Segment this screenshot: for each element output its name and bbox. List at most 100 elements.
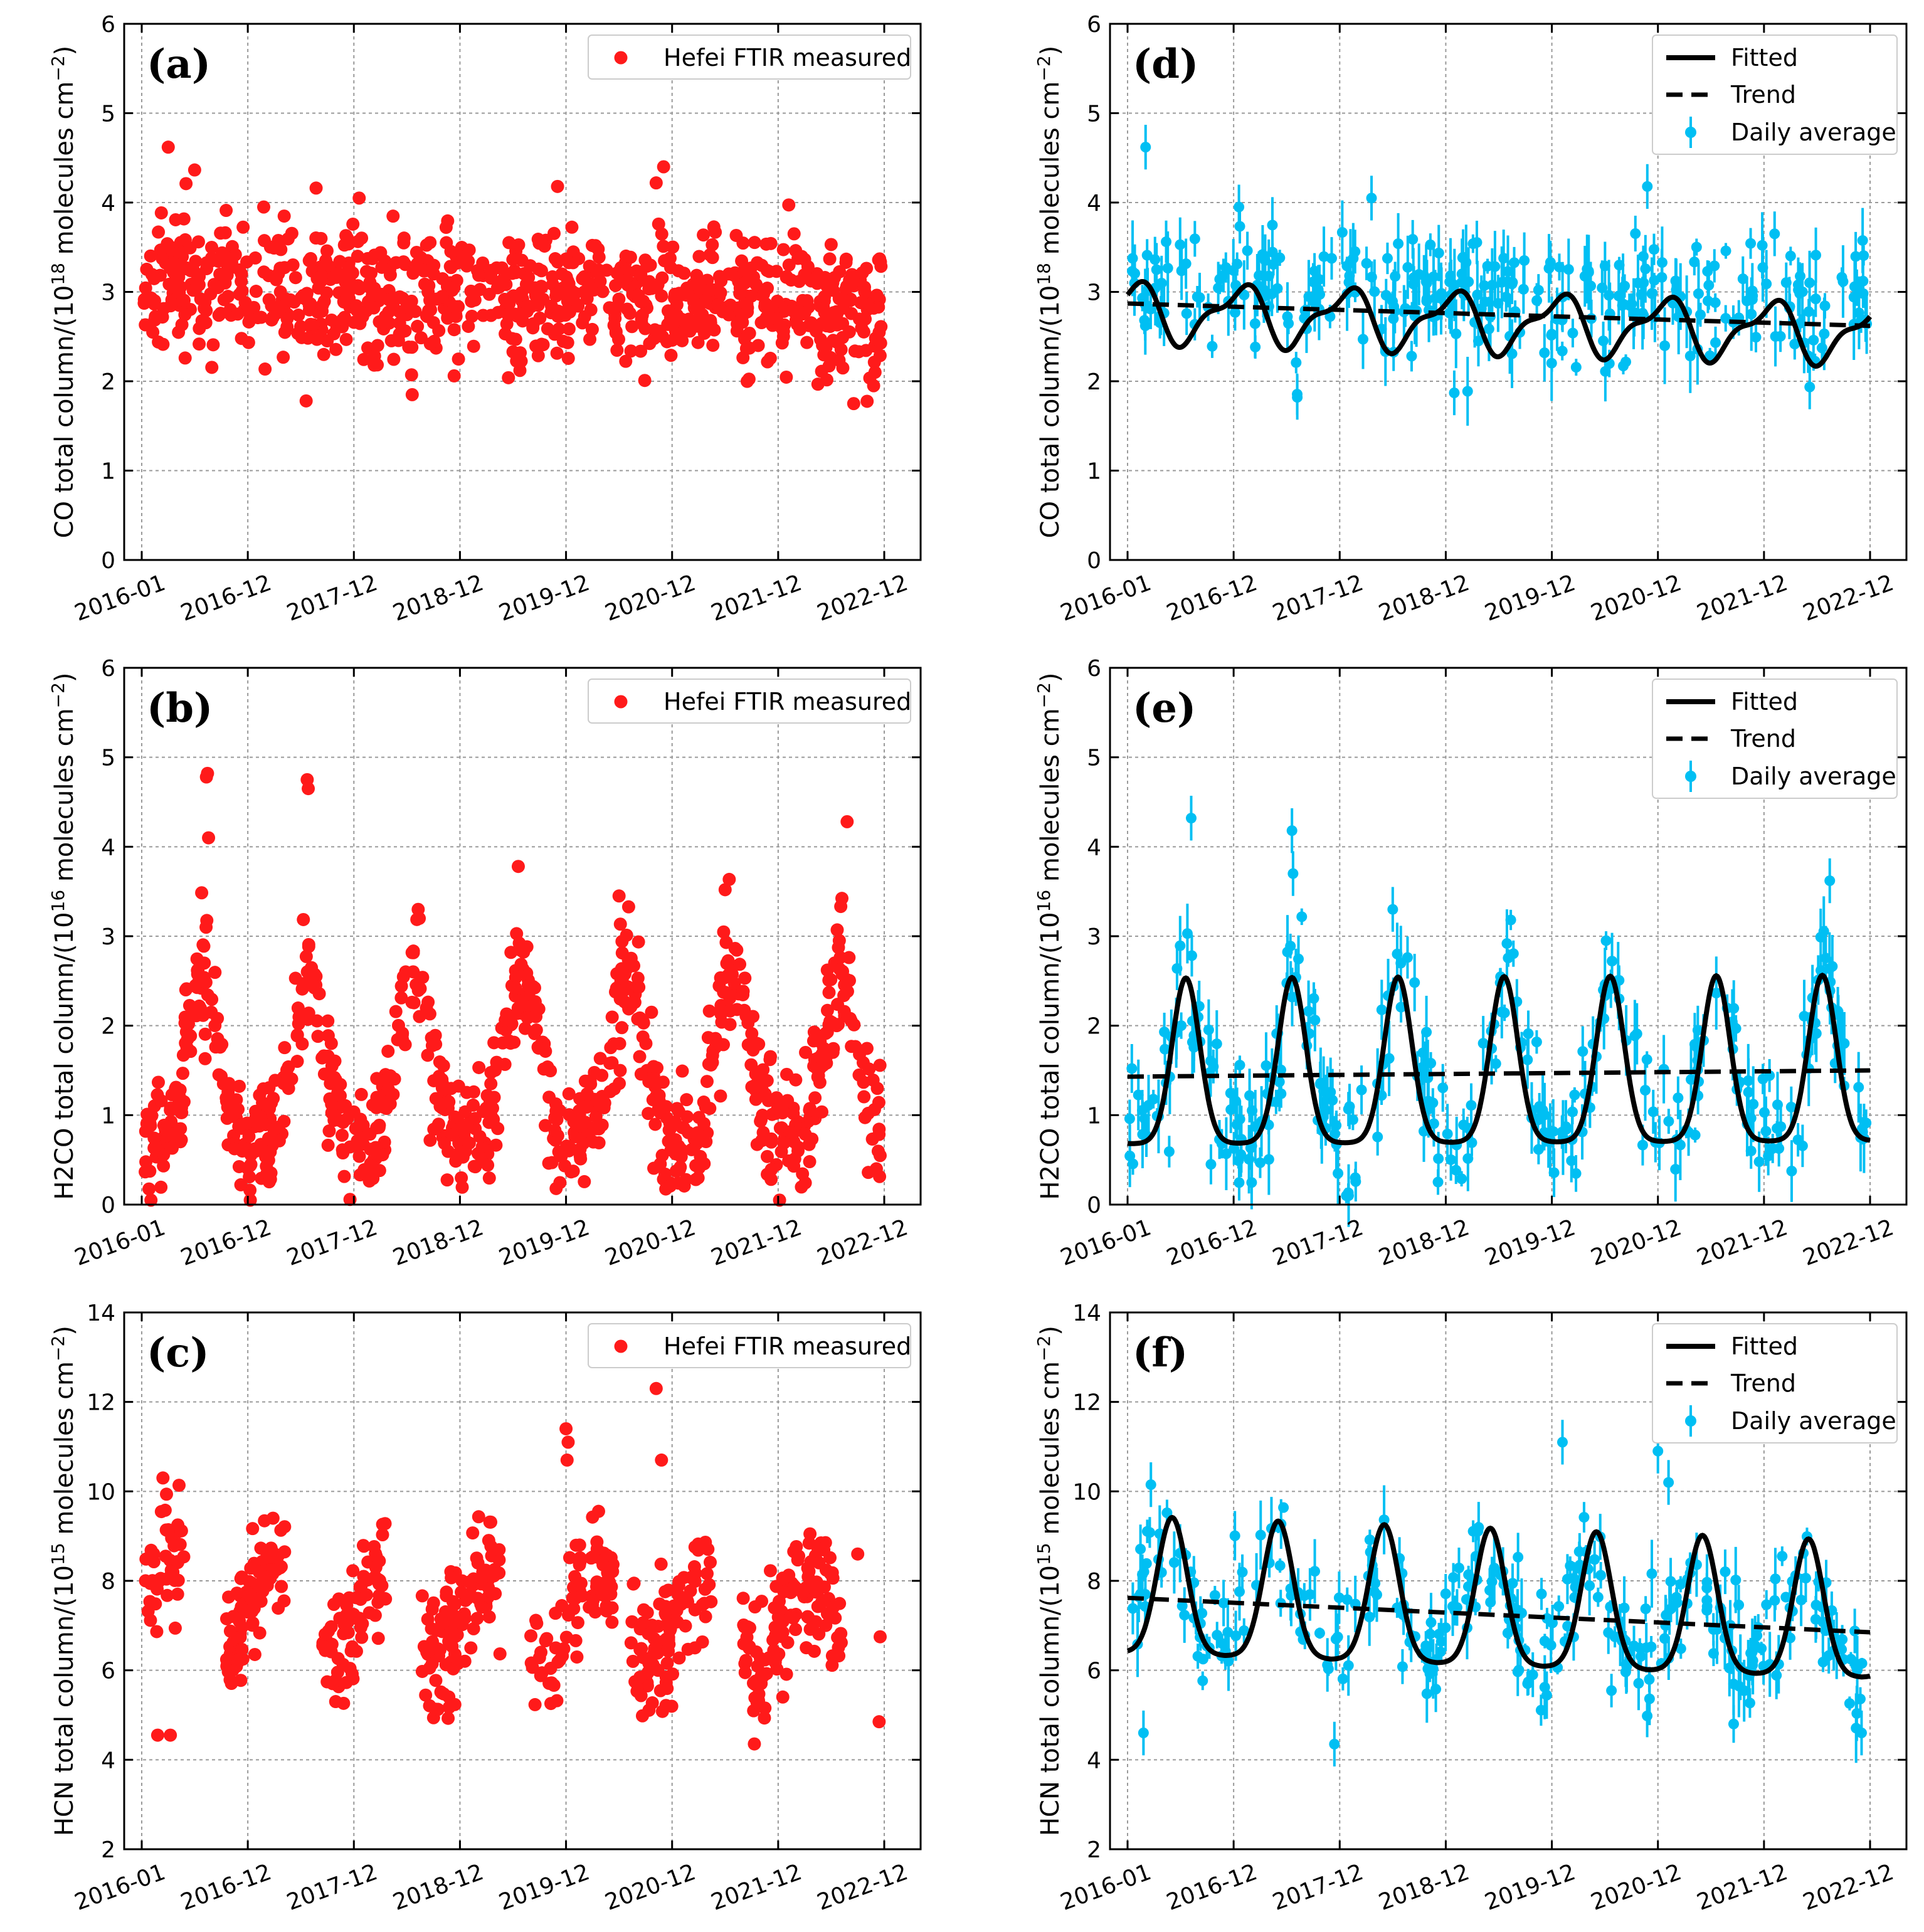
measured-point <box>254 1138 268 1151</box>
daily-average-point <box>1508 948 1519 959</box>
daily-average-point <box>1595 1570 1607 1581</box>
measured-point <box>489 1138 503 1152</box>
measured-point <box>612 292 626 306</box>
daily-average-point <box>1507 277 1518 288</box>
measured-point <box>234 1178 248 1191</box>
daily-average-point <box>1642 181 1653 192</box>
measured-point <box>532 262 546 276</box>
daily-average-point <box>1804 381 1816 393</box>
y-tick-label: 3 <box>1087 924 1101 950</box>
daily-average-point <box>1435 1636 1447 1647</box>
measured-point <box>867 379 880 393</box>
measured-point <box>435 290 449 304</box>
measured-point <box>776 1106 790 1120</box>
measured-point <box>551 179 564 193</box>
measured-point <box>172 1479 186 1492</box>
measured-point <box>325 1097 339 1111</box>
daily-average-point <box>1148 1094 1159 1105</box>
measured-point <box>541 1060 554 1074</box>
measured-point <box>302 1006 315 1020</box>
measured-point <box>166 1141 179 1155</box>
measured-point <box>312 987 326 1001</box>
daily-average-point <box>1770 1573 1781 1585</box>
x-tick-label: 2020-12 <box>601 1859 699 1916</box>
x-tick-label: 2016-01 <box>71 1859 169 1916</box>
measured-point <box>199 770 213 784</box>
measured-point <box>483 1584 497 1598</box>
measured-point <box>613 1064 627 1077</box>
y-tick-label: 6 <box>1087 656 1101 682</box>
measured-point <box>625 320 639 334</box>
daily-average-point <box>1234 1177 1245 1188</box>
measured-point <box>372 1573 386 1586</box>
measured-point <box>386 209 400 223</box>
daily-average-point <box>1205 1159 1217 1170</box>
daily-average-point <box>1748 1099 1759 1110</box>
measured-point <box>624 344 638 358</box>
x-tick-label: 2016-01 <box>71 1215 169 1271</box>
measured-point <box>832 934 846 948</box>
measured-point <box>660 1656 674 1670</box>
measured-point <box>157 1159 171 1173</box>
measured-point <box>609 278 623 292</box>
measured-point <box>824 238 838 251</box>
measured-point <box>623 250 637 264</box>
measured-point <box>267 1122 281 1136</box>
measured-point <box>179 982 193 996</box>
measured-point <box>595 1069 609 1082</box>
daily-average-point <box>1234 1060 1245 1071</box>
daily-average-point <box>1185 813 1197 824</box>
x-tick-label: 2022-12 <box>814 1215 911 1271</box>
measured-point <box>368 1608 382 1622</box>
daily-average-point <box>1442 1128 1453 1139</box>
measured-point <box>462 243 476 257</box>
measured-point <box>763 265 776 278</box>
y-axis-label-part: molecules cm <box>50 708 79 889</box>
daily-average-point <box>1485 1597 1496 1608</box>
panel-a: 2016-01 2016-12 2017-12 2018-12 2019-12 2020-… <box>48 12 922 626</box>
measured-point <box>777 1585 791 1599</box>
measured-point <box>764 1173 778 1186</box>
measured-point <box>147 1141 161 1155</box>
measured-point <box>349 299 363 313</box>
measured-point <box>514 288 527 302</box>
measured-point <box>718 883 732 897</box>
daily-average-point <box>1513 1551 1524 1563</box>
measured-point <box>847 397 860 411</box>
daily-average-point <box>1584 1580 1595 1592</box>
measured-point <box>680 1093 694 1107</box>
measured-point <box>359 1588 373 1602</box>
measured-point <box>439 221 453 235</box>
measured-point <box>799 1045 813 1059</box>
daily-average-point <box>1797 286 1808 297</box>
daily-average-point <box>1817 1657 1829 1668</box>
measured-point <box>484 1077 498 1090</box>
measured-point <box>834 900 848 914</box>
measured-point <box>180 1045 194 1058</box>
measured-point <box>198 1052 212 1065</box>
measured-point <box>299 949 313 963</box>
measured-point <box>355 1630 369 1644</box>
daily-average-point <box>1333 1592 1345 1603</box>
measured-point <box>776 243 790 256</box>
measured-point <box>823 252 837 266</box>
measured-point <box>751 1693 765 1707</box>
measured-point <box>664 1143 678 1157</box>
measured-point <box>537 239 551 253</box>
y-tick-label: 4 <box>101 1748 115 1773</box>
daily-average-point <box>1479 296 1491 307</box>
daily-average-point <box>1728 1718 1739 1729</box>
daily-average-point <box>1701 1582 1713 1593</box>
daily-average-point <box>1229 1530 1240 1541</box>
measured-point <box>539 1634 552 1647</box>
x-tick-label: 2016-12 <box>177 1859 275 1916</box>
daily-average-point <box>1417 1047 1429 1058</box>
measured-point <box>483 1098 497 1112</box>
measured-point <box>691 1537 705 1551</box>
daily-average-point <box>1267 219 1278 231</box>
measured-point <box>478 1563 492 1577</box>
daily-average-point <box>1671 1597 1683 1608</box>
measured-point <box>605 1010 619 1024</box>
measured-point <box>302 254 316 268</box>
daily-average-point <box>1858 275 1869 287</box>
